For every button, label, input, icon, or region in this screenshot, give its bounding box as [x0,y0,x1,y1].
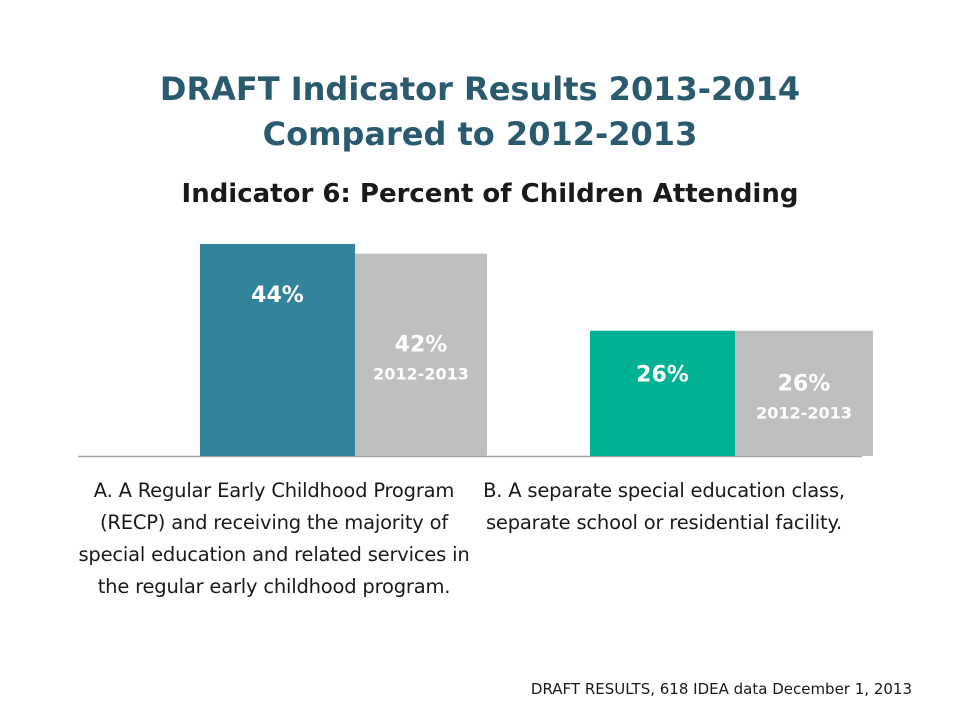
year-label-a: 2012-2013 [373,365,469,384]
category-label-b: B. A separate special education class, s… [483,479,845,534]
chart-subtitle: Indicator 6: Percent of Children Attendi… [181,179,799,209]
bar-b-series-1 [590,330,735,456]
bar-a-series-2 [355,253,487,456]
bar-b-series-2 [735,330,873,456]
footer-note: DRAFT RESULTS, 618 IDEA data December 1,… [530,680,912,698]
data-label-a-series-2: 42% [395,333,448,358]
data-label-a-series-1: 44% [251,283,304,308]
data-label-b-series-1: 26% [636,363,689,388]
data-label-b-series-2: 26% [778,372,831,397]
year-label-b: 2012-2013 [756,404,852,423]
title-line-2: Compared to 2012-2013 [262,115,698,153]
category-label-a: A. A Regular Early Childhood Program (RE… [78,479,470,598]
title-line-1: DRAFT Indicator Results 2013-2014 [159,70,801,108]
bar-a-series-1 [200,244,355,456]
